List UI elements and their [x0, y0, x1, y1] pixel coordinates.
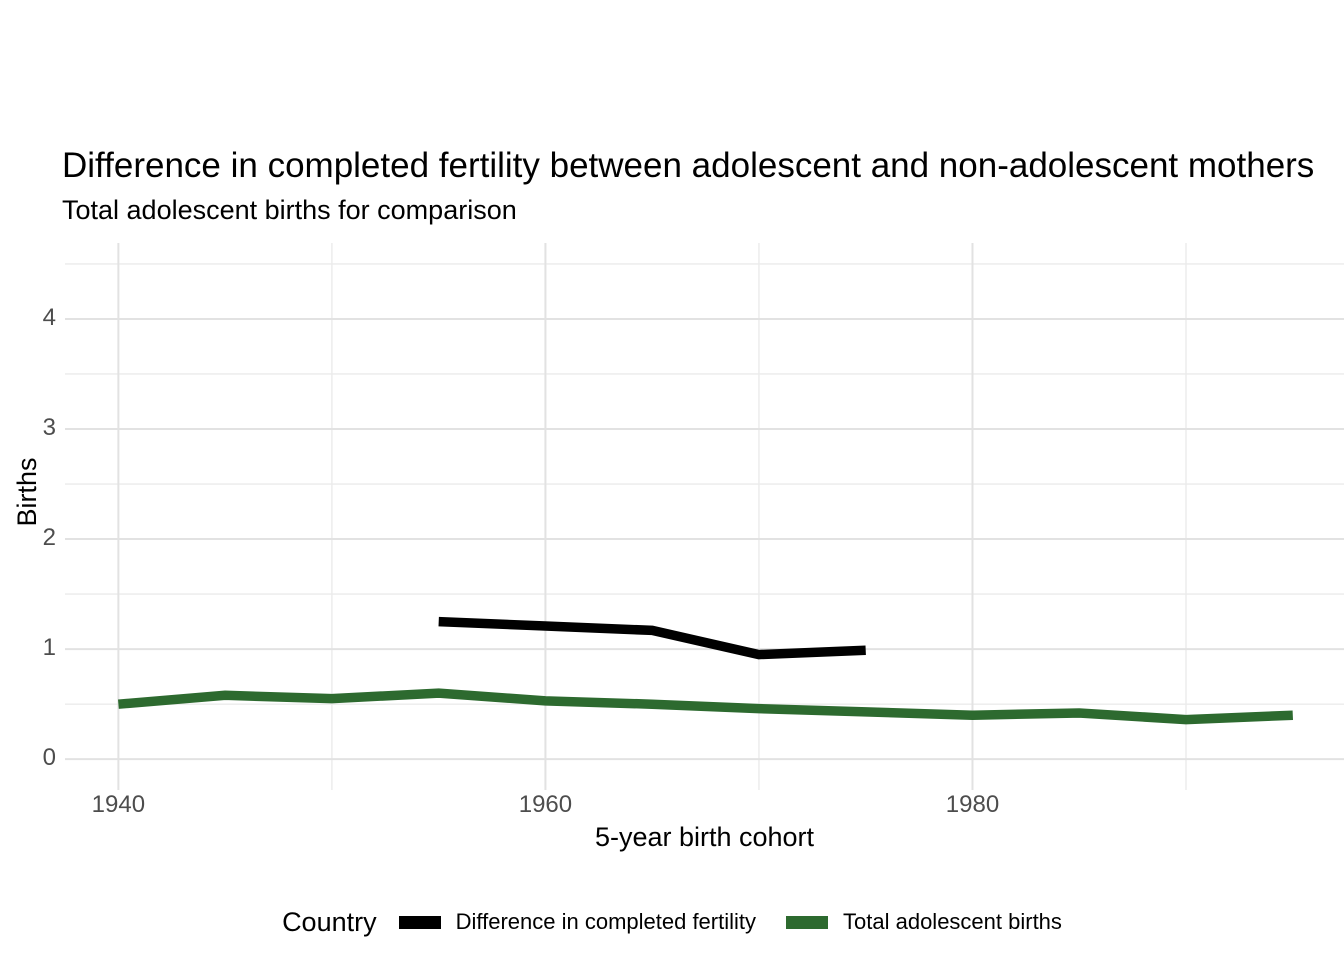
y-tick-label: 1 [42, 634, 56, 662]
legend-title: Country [282, 906, 377, 937]
legend-entry-difference: Difference in completed fertility [398, 909, 757, 935]
y-tick-label: 0 [42, 744, 56, 772]
legend-entry-total: Total adolescent births [786, 909, 1062, 935]
plot-area [65, 243, 1344, 790]
series-line-difference-in-completed-fertility [438, 616, 866, 660]
y-tick-label: 3 [42, 414, 56, 442]
legend-label: Difference in completed fertility [455, 909, 757, 934]
x-axis-title: 5-year birth cohort [594, 822, 815, 852]
plot-panel [65, 243, 1344, 790]
chart-title: Difference in completed fertility betwee… [62, 146, 1315, 185]
y-tick-label: 2 [42, 524, 56, 552]
line-swatch-icon [398, 915, 441, 929]
series-line-total-adolescent-births [118, 688, 1293, 725]
x-tick-label: 1940 [91, 791, 146, 818]
legend: Country Difference in completed fertilit… [0, 902, 1344, 942]
y-tick-label: 4 [42, 303, 56, 331]
x-tick-label: 1980 [945, 791, 1000, 818]
legend-label: Total adolescent births [843, 909, 1062, 934]
x-tick-label: 1960 [518, 791, 573, 818]
line-swatch-icon [786, 915, 829, 929]
chart-subtitle: Total adolescent births for comparison [62, 195, 517, 225]
